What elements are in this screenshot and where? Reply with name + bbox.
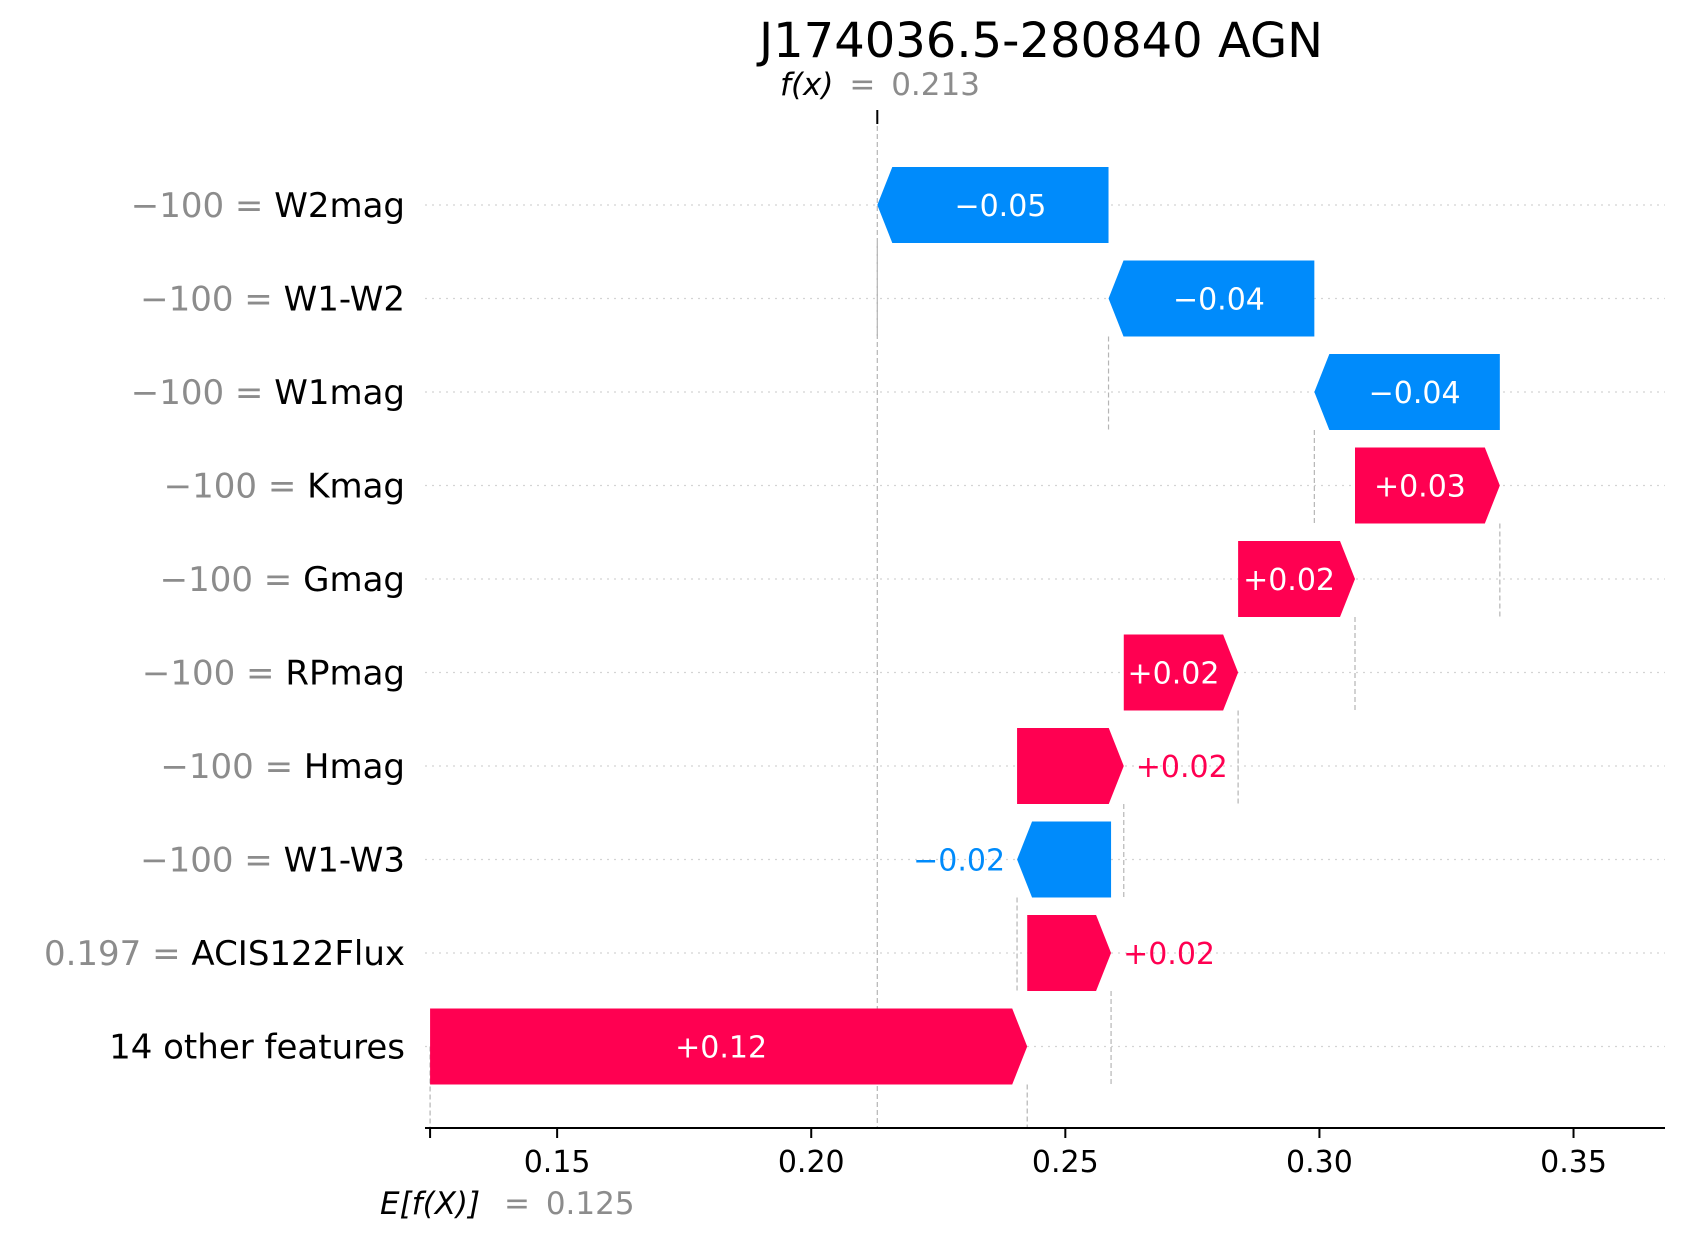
feature-name: 14 other features <box>109 1028 405 1068</box>
ex-value: 0.125 <box>546 1186 635 1222</box>
feature-label: −100 = W1-W2 <box>140 280 405 320</box>
chart-title: J174036.5-280840 AGN <box>756 13 1323 69</box>
feature-label: −100 = W1mag <box>131 373 405 413</box>
negative-bar <box>877 167 1109 243</box>
feature-name: W1-W2 <box>284 280 405 320</box>
contribution-label: −0.04 <box>1369 376 1461 411</box>
contribution-label: +0.02 <box>1123 937 1215 972</box>
contribution-label: −0.04 <box>1173 283 1265 318</box>
ex-annotation: E[f(X)] = 0.125 <box>380 1186 635 1222</box>
feature-name: Hmag <box>304 747 405 787</box>
feature-label: −100 = RPmag <box>142 654 405 694</box>
fx-annotation: f(x) = 0.213 <box>780 67 980 103</box>
contribution-label: −0.05 <box>954 189 1046 224</box>
x-tick-label: 0.20 <box>778 1145 845 1180</box>
feature-label: −100 = Kmag <box>164 467 405 507</box>
negative-bar <box>1017 821 1112 898</box>
ex-label: E[f(X)] <box>380 1186 480 1222</box>
contribution-label: +0.02 <box>1243 563 1335 598</box>
negative-bar <box>1108 260 1315 337</box>
positive-bar <box>1238 541 1355 617</box>
positive-bar <box>1123 634 1239 711</box>
fx-value: 0.213 <box>891 67 980 103</box>
positive-bar <box>1027 915 1112 991</box>
feature-name: ACIS122Flux <box>191 934 405 974</box>
feature-label: −100 = W2mag <box>131 186 405 226</box>
x-tick-label: 0.30 <box>1286 1145 1353 1180</box>
feature-name: Gmag <box>303 560 405 600</box>
x-tick-label: 0.15 <box>524 1145 591 1180</box>
feature-labels: −0.05 −100 = W2mag −0.04 −100 = W1-W2 −0.04 −… <box>44 186 1466 1068</box>
feature-value: −100 = <box>140 841 284 881</box>
positive-bar <box>1017 728 1124 804</box>
feature-value: 0.197 = <box>44 934 191 974</box>
feature-value: −100 = <box>140 280 284 320</box>
contribution-label: +0.12 <box>675 1031 767 1066</box>
positive-bar <box>1355 447 1500 524</box>
contribution-label: +0.02 <box>1136 750 1228 785</box>
connector-lines <box>429 110 1501 1128</box>
feature-name: W1-W3 <box>284 841 405 881</box>
feature-value: −100 = <box>160 747 304 787</box>
positive-bar <box>430 1008 1028 1085</box>
feature-label: 0.197 = ACIS122Flux <box>44 934 405 974</box>
feature-label: −100 = Hmag <box>160 747 405 787</box>
feature-value: −100 = <box>131 373 275 413</box>
feature-name: RPmag <box>285 654 405 694</box>
svg-text:f(x) = 0.213: f(x) = 0.213 <box>780 67 980 103</box>
x-tick-label: 0.35 <box>1540 1145 1607 1180</box>
feature-label: 14 other features <box>109 1028 405 1068</box>
feature-name: W1mag <box>274 373 405 413</box>
feature-value: −100 = <box>164 467 308 507</box>
feature-label: −100 = W1-W3 <box>140 841 405 881</box>
feature-value: −100 = <box>131 186 275 226</box>
negative-bar <box>1314 354 1500 430</box>
contribution-label: +0.02 <box>1127 657 1219 692</box>
x-axis: 0.15 0.20 0.25 0.30 0.35 <box>425 1127 1665 1180</box>
contribution-label: −0.02 <box>913 844 1005 879</box>
feature-name: Kmag <box>307 467 405 507</box>
x-tick-label: 0.25 <box>1032 1145 1099 1180</box>
feature-name: W2mag <box>274 186 405 226</box>
bars <box>430 167 1500 1085</box>
contribution-label: +0.03 <box>1374 470 1466 505</box>
feature-label: −100 = Gmag <box>160 560 405 600</box>
fx-label: f(x) <box>780 67 833 103</box>
svg-text:E[f(X)] = 0.125: E[f(X)] = 0.125 <box>380 1186 635 1222</box>
feature-value: −100 = <box>160 560 304 600</box>
feature-value: −100 = <box>142 654 286 694</box>
